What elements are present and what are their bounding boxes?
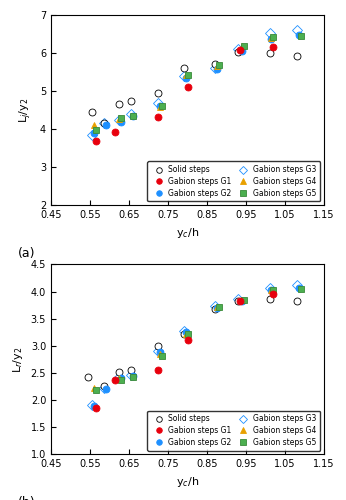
X-axis label: y$_c$/h: y$_c$/h xyxy=(176,475,199,489)
Y-axis label: L$_j$/y$_2$: L$_j$/y$_2$ xyxy=(18,98,34,123)
Text: (a): (a) xyxy=(18,247,36,260)
Legend: Solid steps, Gabion steps G1, Gabion steps G2, Gabion steps G3, Gabion steps G4,: Solid steps, Gabion steps G1, Gabion ste… xyxy=(147,410,320,451)
Text: (b): (b) xyxy=(18,496,36,500)
X-axis label: y$_c$/h: y$_c$/h xyxy=(176,226,199,239)
Y-axis label: L$_r$/y$_2$: L$_r$/y$_2$ xyxy=(11,346,25,372)
Legend: Solid steps, Gabion steps G1, Gabion steps G2, Gabion steps G3, Gabion steps G4,: Solid steps, Gabion steps G1, Gabion ste… xyxy=(147,162,320,202)
